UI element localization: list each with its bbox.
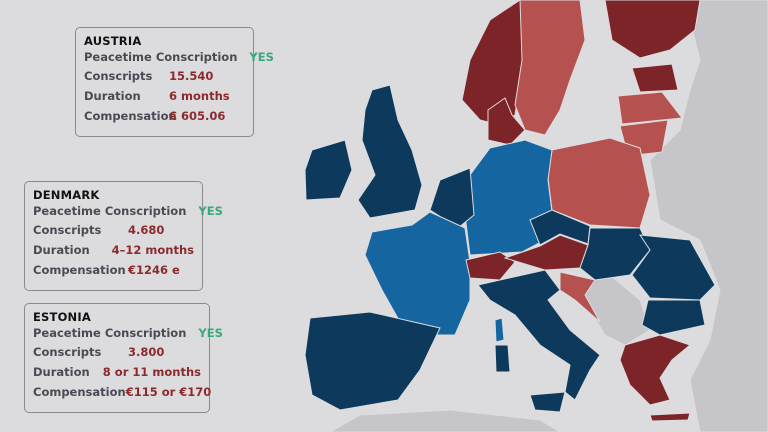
country-denmark bbox=[487, 97, 526, 146]
duration-label: Duration bbox=[84, 89, 141, 103]
country-corsica bbox=[494, 317, 505, 343]
country-spain-portugal bbox=[304, 311, 441, 411]
peacetime-value: YES bbox=[198, 204, 223, 218]
country-bulgaria bbox=[641, 299, 706, 336]
conscripts-value: 4.680 bbox=[128, 223, 165, 237]
compensation-label: Compensation bbox=[33, 385, 126, 399]
compensation-label: Compensation bbox=[84, 109, 177, 123]
country-estonia bbox=[631, 63, 679, 93]
card-country: ESTONIA bbox=[33, 310, 91, 324]
card-country: AUSTRIA bbox=[84, 34, 142, 48]
country-ireland bbox=[304, 139, 353, 201]
conscripts-value: 15.540 bbox=[169, 69, 214, 83]
peacetime-label: Peacetime Conscription bbox=[33, 326, 187, 340]
duration-label: Duration bbox=[33, 243, 90, 257]
region-north-africa bbox=[328, 409, 561, 432]
duration-value: 4–12 months bbox=[111, 243, 194, 257]
duration-value: 6 months bbox=[169, 89, 230, 103]
conscripts-label: Conscripts bbox=[33, 223, 102, 237]
conscripts-value: 3.800 bbox=[128, 345, 165, 359]
country-finland bbox=[604, 0, 701, 59]
country-sicily bbox=[529, 391, 566, 413]
region-east bbox=[639, 0, 768, 432]
conscripts-label: Conscripts bbox=[84, 69, 153, 83]
country-france bbox=[364, 211, 471, 336]
country-sardinia bbox=[494, 344, 511, 373]
country-crete bbox=[649, 412, 691, 422]
duration-value: 8 or 11 months bbox=[102, 365, 201, 379]
compensation-value: €1246 e bbox=[128, 263, 180, 277]
compensation-value: € 605.06 bbox=[169, 109, 226, 123]
info-card-estonia: ESTONIA Peacetime Conscription YES Conscr… bbox=[24, 303, 223, 413]
country-greece bbox=[619, 334, 692, 406]
country-latvia bbox=[617, 91, 683, 125]
compensation-value: €115 or €170 bbox=[125, 385, 212, 399]
country-uk bbox=[357, 84, 423, 219]
info-card-denmark: DENMARK Peacetime Conscription YES Conscr… bbox=[24, 181, 223, 291]
info-card-austria: AUSTRIA Peacetime Conscription YES Conscr… bbox=[75, 27, 274, 137]
country-switzerland bbox=[465, 251, 516, 281]
peacetime-value: YES bbox=[249, 50, 274, 64]
peacetime-value: YES bbox=[198, 326, 223, 340]
compensation-label: Compensation bbox=[33, 263, 126, 277]
country-benelux bbox=[429, 167, 475, 229]
country-italy bbox=[477, 269, 601, 401]
country-romania bbox=[631, 234, 716, 301]
peacetime-label: Peacetime Conscription bbox=[84, 50, 238, 64]
duration-label: Duration bbox=[33, 365, 90, 379]
card-country: DENMARK bbox=[33, 188, 100, 202]
peacetime-label: Peacetime Conscription bbox=[33, 204, 187, 218]
country-slovakia-hungary bbox=[579, 227, 651, 281]
country-sweden bbox=[514, 0, 586, 136]
conscripts-label: Conscripts bbox=[33, 345, 102, 359]
